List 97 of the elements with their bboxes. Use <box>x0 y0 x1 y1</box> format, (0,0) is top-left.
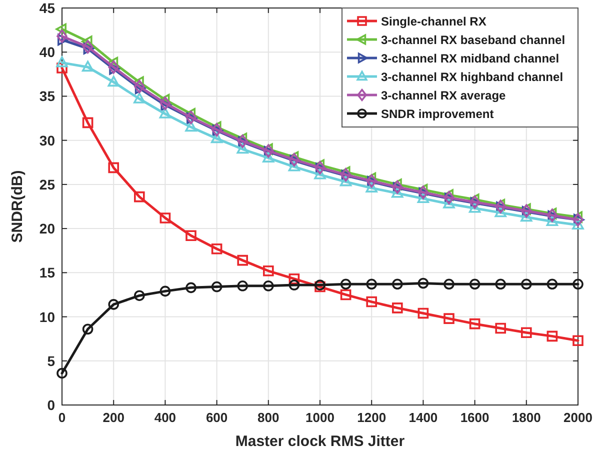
legend-label: 3-channel RX highband channel <box>381 70 564 84</box>
point <box>134 290 145 301</box>
point <box>521 327 532 338</box>
point <box>288 160 300 172</box>
legend-label: Single-channel RX <box>381 14 486 28</box>
point <box>444 313 454 324</box>
x-tick-label: 0 <box>58 410 66 425</box>
point <box>237 280 248 292</box>
point <box>392 302 403 314</box>
y-tick-label: 35 <box>39 88 56 104</box>
y-axis-title: SNDR(dB) <box>9 170 26 243</box>
point <box>444 278 454 290</box>
point <box>572 218 584 230</box>
point <box>520 210 532 222</box>
point <box>469 318 480 330</box>
point <box>185 120 197 132</box>
point <box>56 23 66 36</box>
point <box>366 182 378 192</box>
point <box>108 299 119 310</box>
point <box>56 368 68 379</box>
point <box>572 335 584 346</box>
point <box>160 212 171 224</box>
point <box>392 278 403 290</box>
y-tick-label: 0 <box>47 397 56 413</box>
y-tick-label: 40 <box>39 44 56 60</box>
point <box>186 282 196 294</box>
point <box>443 198 455 208</box>
y-tick-label: 5 <box>47 352 56 369</box>
point <box>288 280 300 290</box>
point <box>160 99 172 111</box>
point <box>211 281 222 292</box>
point <box>469 278 480 290</box>
point <box>82 117 94 128</box>
point <box>109 63 120 75</box>
x-tick-label: 1600 <box>460 410 490 425</box>
point <box>210 132 223 144</box>
point <box>82 324 94 335</box>
x-tick-label: 200 <box>102 410 124 425</box>
point <box>56 29 68 43</box>
point <box>262 152 274 162</box>
point <box>263 266 274 276</box>
point <box>366 296 377 308</box>
x-tick-label: 800 <box>258 410 280 425</box>
point <box>159 108 172 118</box>
x-tick-label: 600 <box>206 410 228 425</box>
point <box>494 206 506 218</box>
point <box>340 176 352 186</box>
y-tick-label: 45 <box>39 0 56 16</box>
point <box>236 142 248 154</box>
x-axis-title: Master clock RMS Jitter <box>235 433 405 450</box>
point <box>495 278 506 290</box>
x-tick-label: 1800 <box>512 410 541 425</box>
point <box>160 286 171 297</box>
point <box>340 278 352 290</box>
x-tick-label: 2000 <box>564 410 592 425</box>
point <box>392 186 404 198</box>
point <box>56 56 68 68</box>
x-tick-label: 400 <box>154 410 176 425</box>
point <box>134 82 146 94</box>
point <box>417 192 430 204</box>
point <box>314 168 326 180</box>
y-tick-label: 20 <box>39 220 56 237</box>
legend-label: SNDR improvement <box>381 107 494 121</box>
point <box>83 42 94 54</box>
legend-label: 3-channel RX midband channel <box>381 52 560 66</box>
point <box>58 34 68 46</box>
point <box>546 215 558 226</box>
point <box>237 254 248 266</box>
point <box>186 230 196 242</box>
point <box>134 191 145 202</box>
point <box>418 308 429 319</box>
point <box>546 330 558 342</box>
y-tick-label: 25 <box>39 176 56 192</box>
point <box>418 278 429 289</box>
legend-label: 3-channel RX average <box>381 88 506 102</box>
point <box>495 322 506 334</box>
point <box>82 36 92 48</box>
point <box>134 92 146 104</box>
point <box>288 273 300 284</box>
point <box>211 243 222 254</box>
point <box>263 280 274 292</box>
x-tick-label: 1000 <box>306 410 334 425</box>
y-tick-label: 15 <box>39 264 56 281</box>
x-tick-label: 1200 <box>357 410 386 425</box>
point <box>340 289 352 300</box>
point <box>82 60 94 72</box>
y-tick-label: 10 <box>39 308 56 325</box>
point <box>108 162 119 174</box>
point <box>468 202 481 213</box>
legend-label: 3-channel RX baseband channel <box>381 33 566 47</box>
point <box>108 76 120 87</box>
point <box>366 278 377 290</box>
point <box>572 278 584 290</box>
x-tick-label: 1400 <box>408 410 438 425</box>
y-tick-label: 30 <box>39 132 56 148</box>
point <box>521 278 532 290</box>
point <box>546 278 558 290</box>
